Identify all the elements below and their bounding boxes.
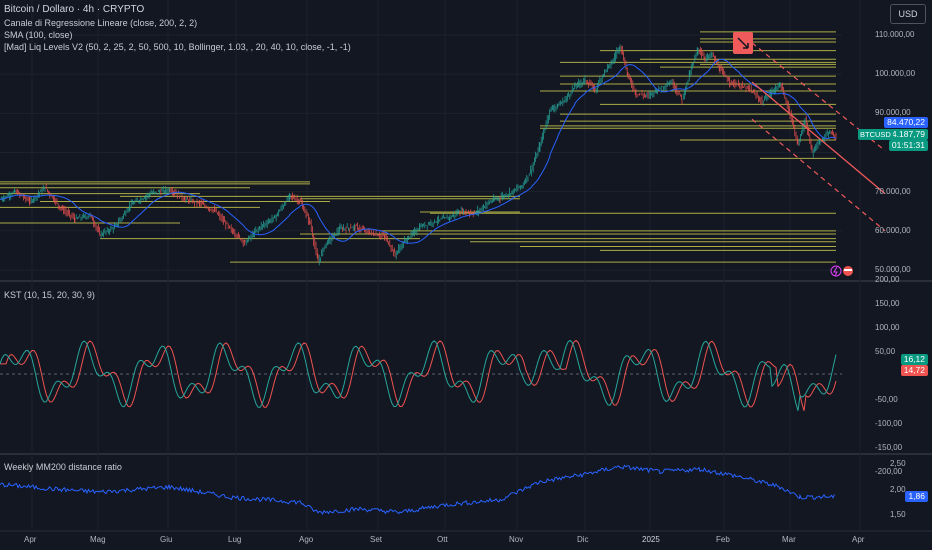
- candles: [0, 44, 837, 266]
- kst-axis-label: 100,00: [875, 323, 900, 332]
- lightning-glyph: [833, 266, 838, 277]
- time-axis-label: Dic: [577, 535, 589, 544]
- time-axis-label: Feb: [716, 535, 730, 544]
- indicator-sma[interactable]: SMA (100, close): [4, 30, 73, 40]
- sma-line: [0, 58, 837, 244]
- price-tag-blue: 84.470,22: [884, 117, 928, 128]
- kst-tag-red: 14,72: [900, 365, 928, 376]
- price-axis-label: 110.000,00: [875, 30, 915, 39]
- ratio-title[interactable]: Weekly MM200 distance ratio: [4, 462, 122, 472]
- price-axis-label: 70.000,00: [875, 186, 911, 196]
- regression-midline: [751, 81, 886, 195]
- ratio-tag-blue: 1,86: [905, 491, 928, 502]
- price-axis-label: 100.000,00: [875, 69, 916, 79]
- symbol-tag: BTCUSD: [858, 129, 893, 140]
- ratio-axis-label: 1,50: [890, 510, 906, 519]
- indicator-liq-levels[interactable]: [Mad] Liq Levels V2 (50, 2, 25, 2, 50, 5…: [4, 42, 351, 52]
- ratio-line: [0, 464, 835, 515]
- price-tag-timer: 01:51:31: [888, 140, 928, 151]
- kst-axis-label: 50,00: [875, 347, 896, 356]
- ratio-axis-label: 2,00: [890, 484, 906, 494]
- lightning-icon: [830, 265, 842, 277]
- time-axis-label: Lug: [228, 535, 242, 544]
- kst-axis-label: -200,00: [875, 467, 903, 476]
- price-axis-label: 60.000,00: [875, 225, 911, 235]
- kst-signal-line: [0, 339, 837, 411]
- kst-tag-green: 16,12: [900, 354, 928, 365]
- kst-axis-label: -100,00: [875, 419, 903, 428]
- time-axis-label: Set: [370, 535, 383, 544]
- time-axis-label: Nov: [509, 535, 524, 544]
- currency-button[interactable]: USD: [890, 4, 926, 24]
- time-axis-label: Apr: [852, 535, 865, 544]
- kst-axis-label: 200,00: [875, 275, 900, 284]
- arrow-down-right-icon: [737, 37, 749, 49]
- chart-title: Bitcoin / Dollaro · 4h · CRYPTO: [4, 4, 145, 15]
- kst-title[interactable]: KST (10, 15, 20, 30, 9): [4, 290, 95, 300]
- indicator-regression-channel[interactable]: Canale di Regressione Lineare (close, 20…: [4, 18, 198, 28]
- ratio-axis-label: 2,50: [890, 459, 906, 468]
- price-tag-last: 84.187,79: [884, 129, 928, 140]
- price-axis-label: 50.000,00: [875, 265, 911, 274]
- time-axis-label: Ott: [437, 535, 448, 544]
- time-axis-label: Mar: [782, 535, 796, 544]
- regression-upper: [751, 42, 886, 152]
- time-axis-label: Apr: [24, 535, 37, 544]
- price-axis-label: 90.000,00: [875, 108, 911, 118]
- time-axis-label: Giu: [160, 535, 173, 544]
- kst-axis-label: -50,00: [875, 395, 898, 404]
- kst-axis-label: 150,00: [875, 299, 900, 308]
- time-axis-label: Mag: [90, 535, 106, 544]
- flag-stripe: [844, 269, 852, 271]
- regression-lower: [751, 118, 886, 232]
- kst-line: [0, 339, 837, 411]
- time-axis-label: 2025: [642, 535, 660, 544]
- time-axis-label: Ago: [299, 535, 314, 544]
- kst-axis-label: -150,00: [875, 443, 903, 452]
